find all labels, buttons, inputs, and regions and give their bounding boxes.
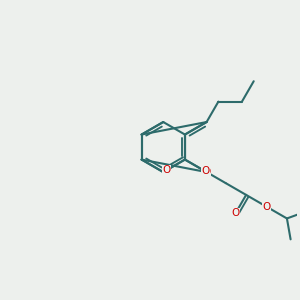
Text: O: O xyxy=(202,167,211,177)
Text: O: O xyxy=(231,208,240,218)
Text: O: O xyxy=(162,165,171,175)
Text: O: O xyxy=(201,166,209,176)
Text: O: O xyxy=(262,202,271,212)
